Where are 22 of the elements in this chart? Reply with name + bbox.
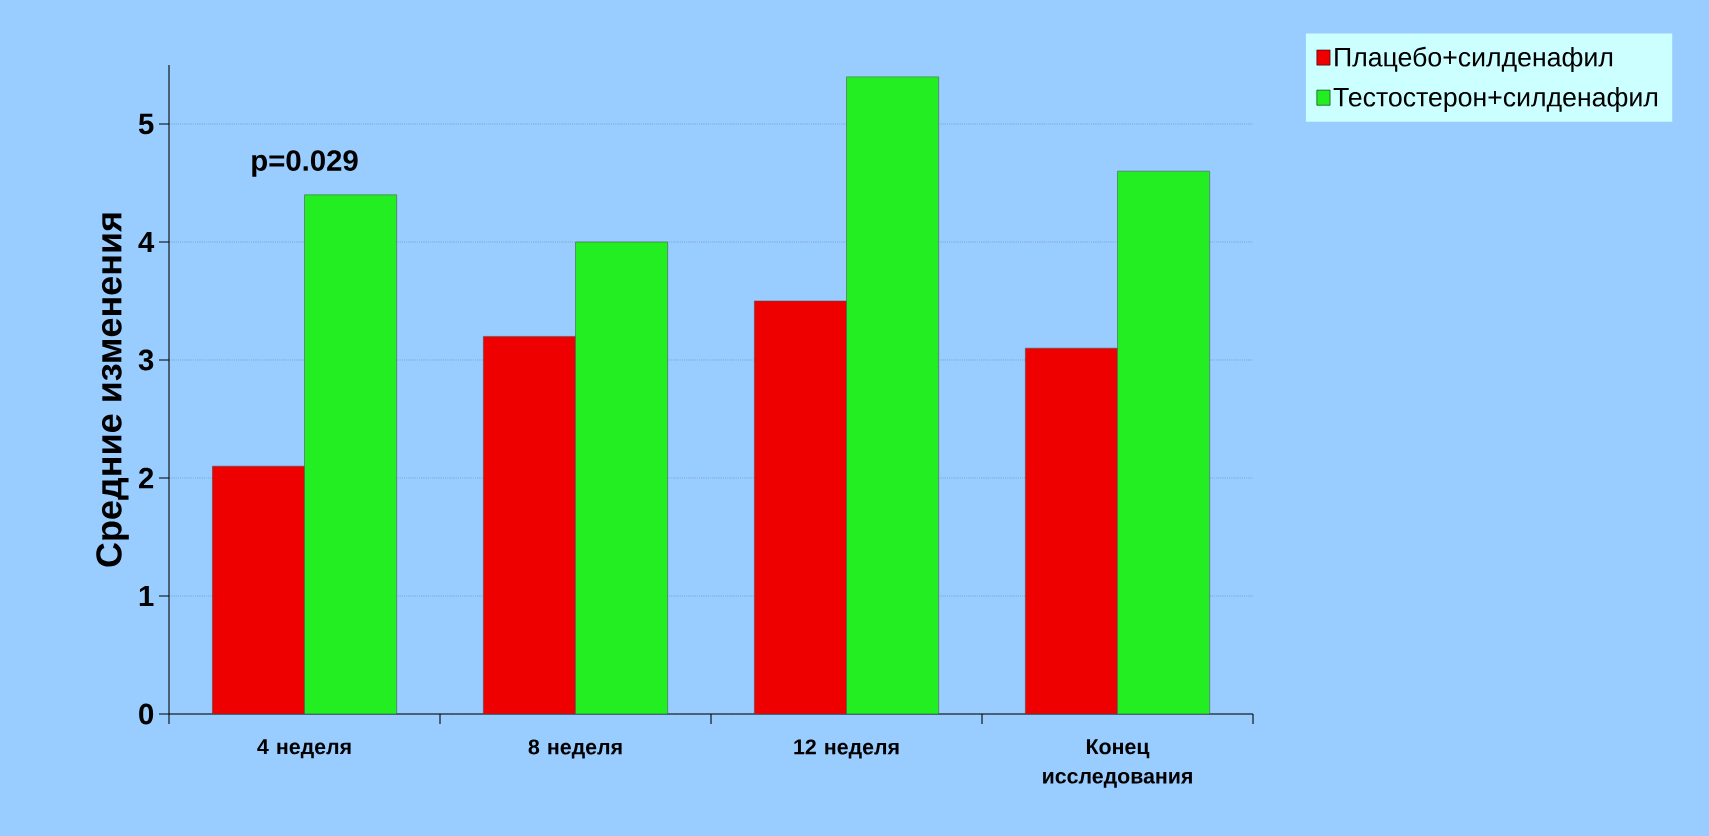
x-tick-label: 4 неделя [257,739,351,759]
bar [575,241,668,714]
x-tick-label: 8 неделя [528,739,622,759]
y-tick-label: 5 [138,113,154,135]
legend-label: Плацебо+силденафил [1335,46,1613,72]
legend-label: Тестостерон+силденафил [1333,87,1658,112]
bar [212,465,305,714]
y-tick-label: 2 [139,467,154,489]
annotation: p=0.029 [252,150,358,177]
bar [1117,170,1210,714]
bar [754,300,847,714]
bar [1025,347,1118,714]
bar [483,336,576,714]
y-tick-label: 1 [139,585,154,607]
x-tick-label: 12 неделя [794,739,899,759]
y-tick-label: 4 [138,231,155,253]
y-tick-label: 0 [139,703,154,725]
bar [304,194,397,714]
y-tick-label: 3 [138,349,154,371]
y-axis-title: Средние изменения [96,213,129,567]
x-tick-label: Конец исследования [1043,739,1192,788]
bar [846,76,939,714]
